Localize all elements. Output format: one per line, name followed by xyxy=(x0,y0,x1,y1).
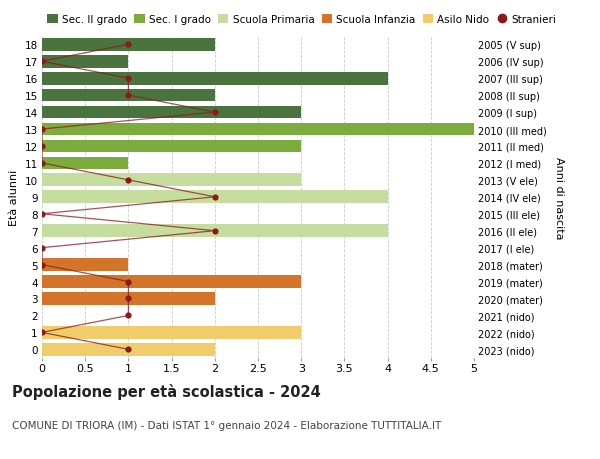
Bar xyxy=(42,343,215,356)
Bar xyxy=(42,326,301,339)
Bar xyxy=(42,90,215,102)
Bar xyxy=(42,174,301,187)
Legend: Sec. II grado, Sec. I grado, Scuola Primaria, Scuola Infanzia, Asilo Nido, Stran: Sec. II grado, Sec. I grado, Scuola Prim… xyxy=(47,15,556,25)
Bar xyxy=(42,191,388,204)
Y-axis label: Età alunni: Età alunni xyxy=(9,169,19,225)
Y-axis label: Anni di nascita: Anni di nascita xyxy=(554,156,563,239)
Bar xyxy=(42,225,388,237)
Bar xyxy=(42,259,128,271)
Text: COMUNE DI TRIORA (IM) - Dati ISTAT 1° gennaio 2024 - Elaborazione TUTTITALIA.IT: COMUNE DI TRIORA (IM) - Dati ISTAT 1° ge… xyxy=(12,420,441,430)
Bar xyxy=(42,275,301,288)
Bar xyxy=(42,56,128,68)
Bar xyxy=(42,123,474,136)
Bar xyxy=(42,73,388,85)
Bar xyxy=(42,39,215,51)
Text: Popolazione per età scolastica - 2024: Popolazione per età scolastica - 2024 xyxy=(12,383,321,399)
Bar xyxy=(42,292,215,305)
Bar xyxy=(42,140,301,153)
Bar xyxy=(42,157,128,170)
Bar xyxy=(42,106,301,119)
